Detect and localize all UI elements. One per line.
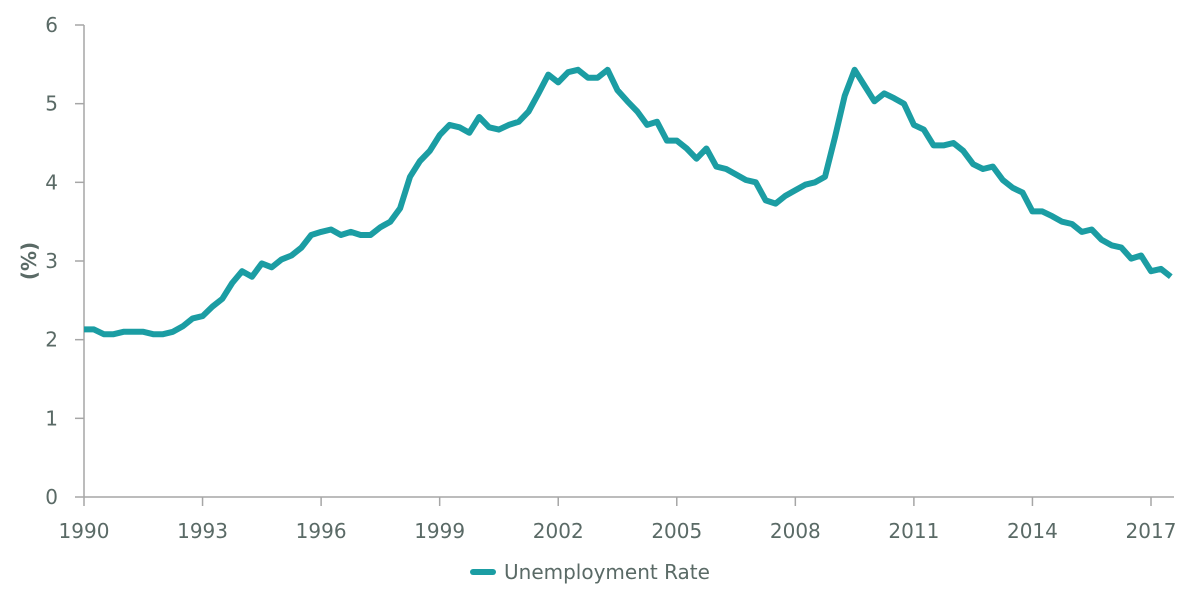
x-tick-label: 2014 (1007, 519, 1058, 543)
y-tick-label: 5 (45, 92, 58, 116)
x-tick-label: 2002 (533, 519, 584, 543)
y-tick-label: 1 (45, 406, 58, 430)
y-tick-label: 3 (45, 249, 58, 273)
y-tick-label: 0 (45, 485, 58, 509)
x-tick-label: 1993 (177, 519, 228, 543)
x-tick-label: 1990 (59, 519, 110, 543)
x-tick-label: 2011 (888, 519, 939, 543)
x-tick-label: 2008 (770, 519, 821, 543)
x-axis: 1990 1993 1996 1999 2002 2005 2008 2011 2014 2017 (59, 496, 1177, 543)
x-tick-label: 1996 (296, 519, 347, 543)
unemployment-rate-line (84, 66, 1173, 338)
legend-swatch-unemployment-rate (470, 569, 496, 575)
x-tick-label: 2017 (1126, 519, 1177, 543)
y-tick-label: 4 (45, 170, 58, 194)
y-tick-label: 6 (45, 13, 58, 37)
x-tick-label: 1999 (414, 519, 465, 543)
legend-label-unemployment-rate: Unemployment Rate (504, 560, 710, 584)
y-tick-label: 2 (45, 328, 58, 352)
y-axis: 0 1 2 3 4 5 6 (45, 13, 85, 509)
legend: Unemployment Rate (470, 560, 710, 584)
y-axis-title: (%) (17, 242, 41, 280)
x-tick-label: 2005 (651, 519, 702, 543)
